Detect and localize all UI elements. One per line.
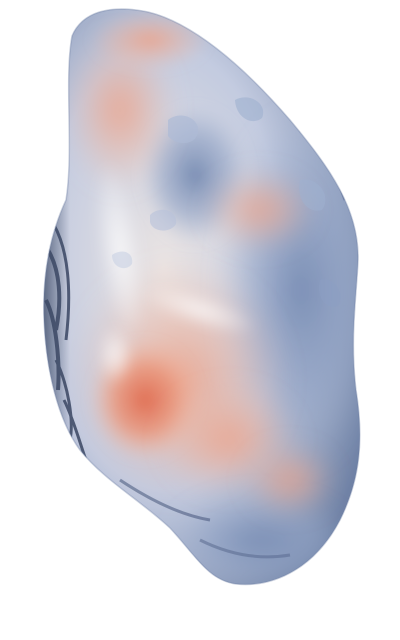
- surface-render: [0, 0, 400, 640]
- render-viewport: [0, 0, 400, 640]
